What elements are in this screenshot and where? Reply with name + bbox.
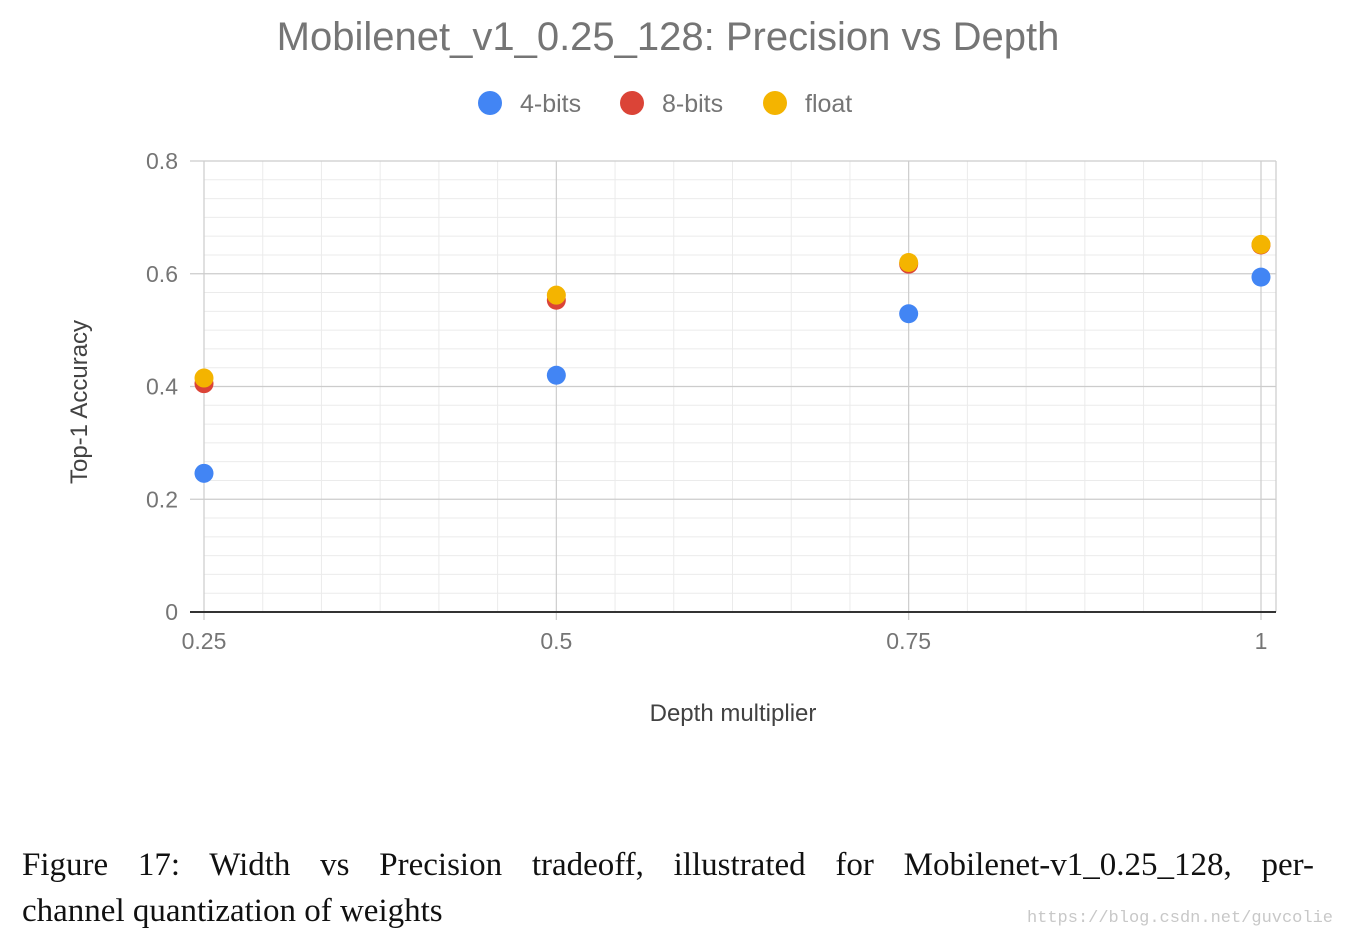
- y-axis-title: Top-1 Accuracy: [66, 320, 93, 484]
- legend-item: 8-bits: [620, 90, 723, 118]
- legend-marker-4-bits: [478, 91, 502, 115]
- legend-label: 4-bits: [520, 90, 581, 118]
- point-float: [899, 252, 919, 272]
- legend-item: float: [763, 90, 852, 118]
- x-tick-label: 0.75: [886, 628, 931, 654]
- y-tick-label: 0.8: [146, 148, 178, 174]
- watermark: https://blog.csdn.net/guvcolie: [1026, 909, 1333, 928]
- x-tick-label: 1: [1255, 628, 1268, 654]
- point-4-bits: [899, 304, 919, 324]
- point-float: [546, 285, 566, 305]
- point-4-bits: [1251, 267, 1271, 287]
- data-points: [194, 234, 1271, 483]
- figure-caption: Figure 17: Width vs Precision tradeoff, …: [22, 842, 1314, 934]
- chart-title: Mobilenet_v1_0.25_128: Precision vs Dept…: [277, 15, 1060, 59]
- series-4-bits: [194, 267, 1271, 483]
- x-tick-label: 0.5: [540, 628, 572, 654]
- point-4-bits: [546, 365, 566, 385]
- y-axis-ticks: 0 0.2 0.4 0.6 0.8: [146, 148, 178, 625]
- series-float: [194, 234, 1271, 388]
- y-tick-label: 0.6: [146, 261, 178, 287]
- legend-item: 4-bits: [478, 90, 581, 118]
- legend-marker-float: [763, 91, 787, 115]
- caption-line-2: channel quantization of weights: [22, 893, 443, 929]
- x-tick-label: 0.25: [182, 628, 227, 654]
- major-gridlines: [190, 160, 1277, 620]
- legend-label: float: [805, 90, 852, 118]
- legend-label: 8-bits: [662, 90, 723, 118]
- point-float: [194, 368, 214, 388]
- y-tick-label: 0.4: [146, 374, 178, 400]
- x-axis-title: Depth multiplier: [650, 700, 817, 727]
- point-4-bits: [194, 463, 214, 483]
- caption-line-1: Figure 17: Width vs Precision tradeoff, …: [22, 847, 1314, 883]
- x-axis-ticks: 0.25 0.5 0.75 1: [182, 628, 1268, 654]
- point-float: [1251, 234, 1271, 254]
- chart: Mobilenet_v1_0.25_128: Precision vs Dept…: [66, 15, 1277, 727]
- y-tick-label: 0: [165, 599, 178, 625]
- legend-marker-8-bits: [620, 91, 644, 115]
- y-tick-label: 0.2: [146, 486, 178, 512]
- legend: 4-bits 8-bits float: [478, 90, 852, 118]
